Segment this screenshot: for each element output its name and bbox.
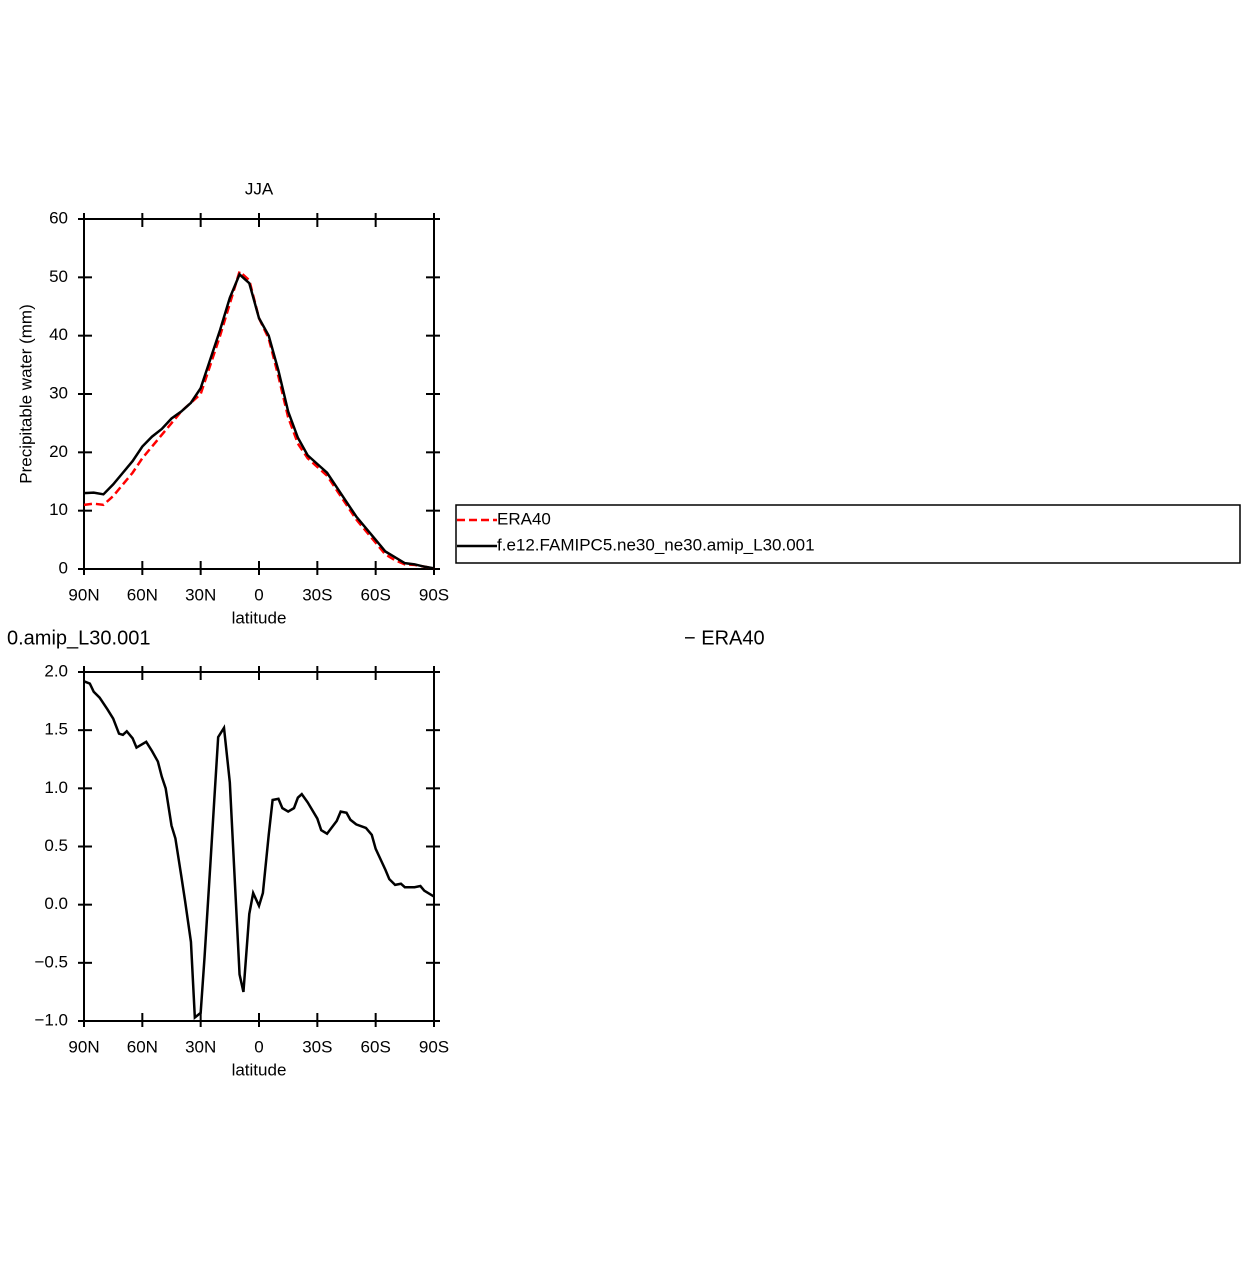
y-tick-label: 20 <box>49 442 68 461</box>
x-tick-label: 90N <box>68 1037 99 1056</box>
x-tick-label: 0 <box>254 1037 263 1056</box>
y-tick-label: 40 <box>49 325 68 344</box>
x-axis-label: latitude <box>232 608 287 627</box>
y-axis-label: Precipitable water (mm) <box>16 304 35 484</box>
y-tick-label: 60 <box>49 208 68 227</box>
x-tick-label: 30N <box>185 585 216 604</box>
data-line <box>83 680 435 1021</box>
y-tick-label: 0.0 <box>44 894 68 913</box>
y-tick-label: 30 <box>49 383 68 402</box>
x-axis-label: latitude <box>232 1060 287 1079</box>
x-tick-label: 0 <box>254 585 263 604</box>
y-tick-label: 0.5 <box>44 836 68 855</box>
y-tick-label: 1.5 <box>44 720 68 739</box>
x-tick-label: 30N <box>185 1037 216 1056</box>
x-tick-label: 90N <box>68 585 99 604</box>
x-tick-label: 90S <box>419 585 449 604</box>
legend-frame <box>455 504 1241 564</box>
x-tick-label: 30S <box>302 1037 332 1056</box>
y-tick-label: 0 <box>59 558 68 577</box>
chart-title-left: 0.amip_L30.001 <box>7 627 150 649</box>
y-tick-label: 1.0 <box>44 778 68 797</box>
x-tick-label: 30S <box>302 585 332 604</box>
y-axis-label: Precipitable water (mm) <box>16 757 35 937</box>
plot-frame <box>83 218 435 570</box>
y-tick-label: 10 <box>49 500 68 519</box>
y-tick-label: 2.0 <box>44 661 68 680</box>
y-tick-label: 50 <box>49 267 68 286</box>
legend-label: ERA40 <box>497 509 551 528</box>
x-tick-label: 60N <box>127 1037 158 1056</box>
x-tick-label: 60N <box>127 585 158 604</box>
chart-title: JJA <box>245 179 274 198</box>
x-tick-label: 60S <box>361 585 391 604</box>
y-tick-label: −0.5 <box>34 952 68 971</box>
y-tick-label: −1.0 <box>34 1010 68 1029</box>
x-tick-label: 90S <box>419 1037 449 1056</box>
chart-title-right: − ERA40 <box>684 627 765 649</box>
legend-label: f.e12.FAMIPC5.ne30_ne30.amip_L30.001 <box>497 535 815 554</box>
plot-frame <box>83 671 435 1022</box>
x-tick-label: 60S <box>361 1037 391 1056</box>
data-line <box>83 272 435 570</box>
